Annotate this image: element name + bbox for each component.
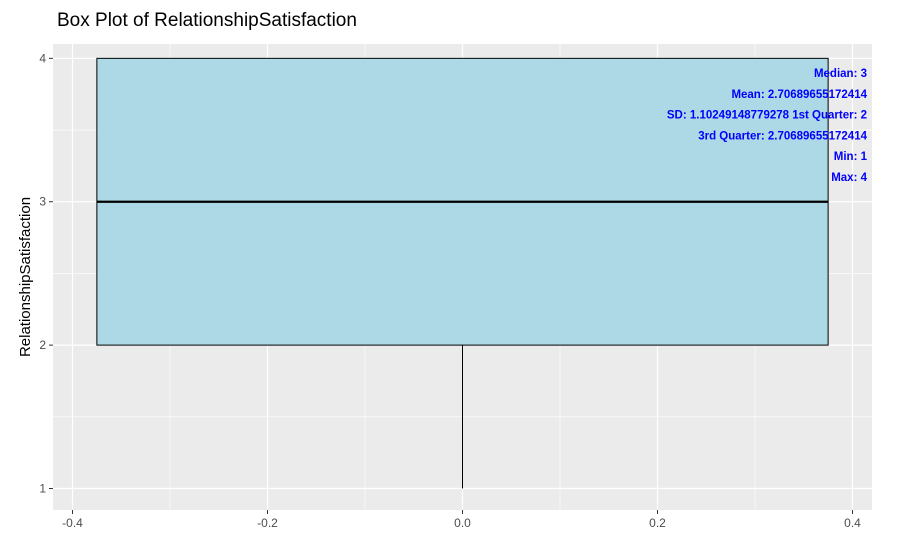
x-tick-label: 0.2 xyxy=(649,516,666,530)
y-axis-title: RelationshipSatisfaction xyxy=(17,197,34,357)
x-tick-label: -0.2 xyxy=(257,516,278,530)
y-tick-label: 1 xyxy=(39,481,46,495)
stat-annotation: Mean: 2.70689655172414 xyxy=(731,89,867,101)
stat-annotation: 3rd Quarter: 2.70689655172414 xyxy=(698,130,867,142)
y-tick-label: 3 xyxy=(39,195,46,209)
x-tick-label: 0.0 xyxy=(454,516,471,530)
x-tick-label: 0.4 xyxy=(844,516,861,530)
stat-annotation: SD: 1.10249148779278 1st Quarter: 2 xyxy=(667,110,867,122)
box-plot xyxy=(96,57,829,489)
x-tick-label: -0.4 xyxy=(62,516,83,530)
stat-annotation: Max: 4 xyxy=(831,172,867,184)
chart-title: Box Plot of RelationshipSatisfaction xyxy=(57,10,357,31)
y-tick-label: 2 xyxy=(39,338,46,352)
stat-annotation: Median: 3 xyxy=(814,68,867,80)
stat-annotations: Median: 3 Mean: 2.70689655172414 SD: 1.102… xyxy=(667,68,868,184)
y-tick-label: 4 xyxy=(39,51,46,65)
axis-ticks: -0.4 -0.2 0.0 0.2 0.4 1 2 3 4 xyxy=(39,51,861,530)
stat-annotation: Min: 1 xyxy=(834,151,868,163)
